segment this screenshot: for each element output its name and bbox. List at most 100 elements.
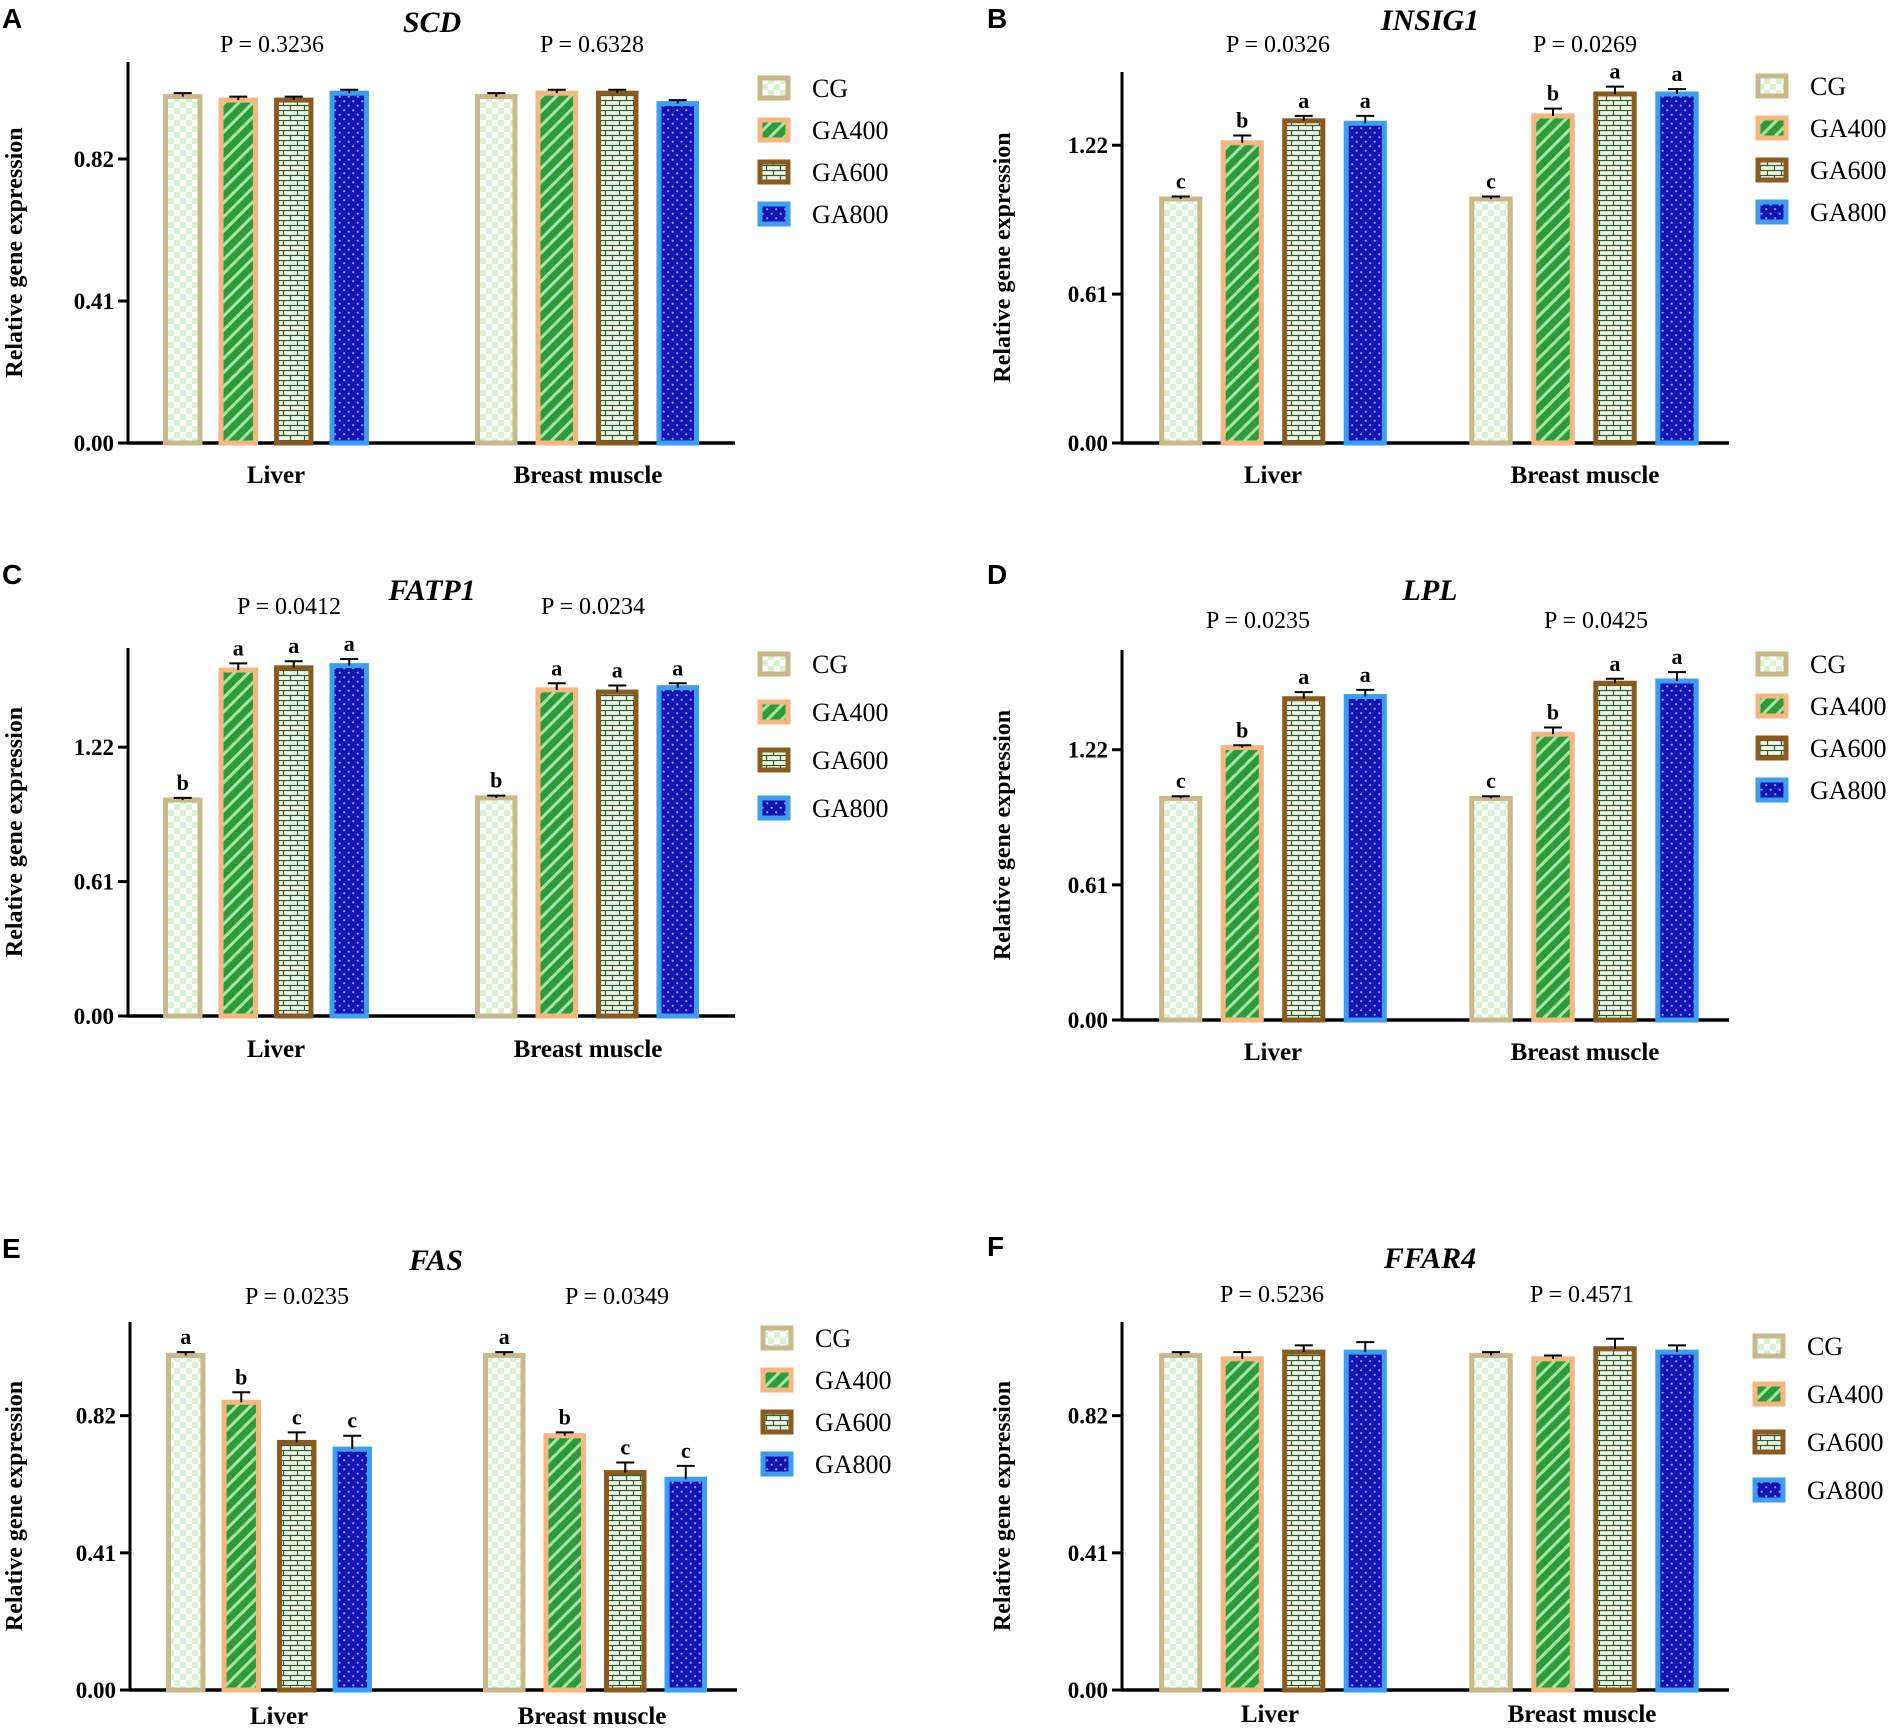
legend-label-ga800: GA800 bbox=[812, 200, 889, 229]
significance-letter: b bbox=[1547, 700, 1559, 725]
p-value-label: P = 0.0235 bbox=[1206, 608, 1310, 634]
x-category-label: Breast muscle bbox=[1508, 1701, 1657, 1728]
legend-label-cg: CG bbox=[1810, 72, 1846, 101]
y-tick-label: 0.82 bbox=[1068, 1404, 1108, 1429]
significance-letter: c bbox=[292, 1404, 302, 1429]
legend-swatch-cg bbox=[760, 1325, 794, 1351]
chart-panel-f: F FFAR4 P = 0.5236 P = 0.4571 Relative gene … bbox=[987, 1231, 1884, 1728]
y-tick-label: 0.41 bbox=[76, 1541, 116, 1566]
y-tick-label: 0.82 bbox=[76, 1404, 116, 1429]
panel-letter: B bbox=[987, 3, 1007, 34]
y-tick-label: 0.00 bbox=[74, 431, 114, 456]
significance-letter: a bbox=[288, 633, 299, 658]
legend-label-ga600: GA600 bbox=[815, 1408, 892, 1437]
panel-letter: A bbox=[2, 3, 22, 34]
legend-swatch-cg bbox=[1755, 73, 1789, 99]
bar-ga800-breast-muscle bbox=[656, 101, 700, 446]
bar-ga600-breast-muscle bbox=[603, 1470, 647, 1693]
panel-letter: D bbox=[987, 559, 1007, 590]
legend-label-ga600: GA600 bbox=[812, 158, 889, 187]
bar-cg-breast-muscle bbox=[474, 94, 518, 446]
x-category-label: Liver bbox=[1244, 462, 1302, 489]
legend-swatch-ga400 bbox=[1755, 115, 1789, 141]
significance-letter: a bbox=[180, 1324, 191, 1349]
legend-swatch-ga600 bbox=[1752, 1429, 1786, 1455]
bar-ga600-liver bbox=[274, 665, 314, 1019]
significance-letter: a bbox=[233, 635, 244, 660]
bar-ga400-liver bbox=[218, 667, 258, 1019]
legend-swatch-cg bbox=[757, 75, 791, 101]
bar-ga800-liver bbox=[329, 90, 369, 446]
chart-title: SCD bbox=[403, 6, 461, 39]
chart-title: FAS bbox=[408, 1244, 463, 1277]
p-value-label: P = 0.0412 bbox=[237, 594, 341, 620]
significance-letter: a bbox=[1672, 644, 1683, 669]
y-tick-label: 0.00 bbox=[1068, 431, 1108, 456]
bar-ga600-breast-muscle bbox=[1593, 1346, 1637, 1693]
bar-ga400-liver bbox=[218, 97, 258, 446]
panel-letter: E bbox=[2, 1233, 21, 1264]
bar-cg-liver bbox=[1159, 196, 1203, 446]
bar-ga400-breast-muscle bbox=[1531, 113, 1575, 446]
legend-label-ga800: GA800 bbox=[1810, 776, 1887, 805]
y-tick-label: 0.41 bbox=[74, 289, 114, 314]
legend-label-ga600: GA600 bbox=[812, 746, 889, 775]
legend-label-cg: CG bbox=[812, 74, 848, 103]
legend-swatch-cg bbox=[1752, 1333, 1786, 1359]
bar-ga400-breast-muscle bbox=[1531, 1356, 1575, 1693]
significance-letter: a bbox=[499, 1324, 510, 1349]
legend-label-ga400: GA400 bbox=[1810, 114, 1887, 143]
bar-ga800-liver bbox=[329, 663, 369, 1019]
chart-title: FFAR4 bbox=[1383, 1242, 1476, 1275]
significance-letter: a bbox=[1360, 662, 1371, 687]
p-value-label: P = 0.0235 bbox=[245, 1284, 349, 1310]
y-tick-label: 0.82 bbox=[74, 147, 114, 172]
bar-ga400-liver bbox=[221, 1399, 261, 1693]
bar-ga600-breast-muscle bbox=[595, 90, 639, 446]
legend-swatch-cg bbox=[757, 651, 791, 677]
legend-label-ga800: GA800 bbox=[815, 1450, 892, 1479]
legend-label-ga400: GA400 bbox=[1810, 692, 1887, 721]
bar-ga800-breast-muscle bbox=[656, 685, 700, 1019]
legend-swatch-ga400 bbox=[760, 1367, 794, 1393]
x-category-label: Breast muscle bbox=[1511, 462, 1660, 489]
legend-label-ga400: GA400 bbox=[812, 698, 889, 727]
significance-letter: c bbox=[1486, 768, 1496, 793]
legend-swatch-ga400 bbox=[1755, 693, 1789, 719]
chart-panel-d: D LPL P = 0.0235 P = 0.0425 Relative gene ex… bbox=[987, 559, 1887, 1066]
p-value-label: P = 0.0234 bbox=[541, 594, 645, 620]
significance-letter: a bbox=[551, 655, 562, 680]
significance-letter: b bbox=[235, 1364, 247, 1389]
x-category-label: Breast muscle bbox=[514, 1036, 663, 1063]
bar-cg-breast-muscle bbox=[1469, 795, 1513, 1023]
y-tick-label: 1.22 bbox=[1068, 133, 1108, 158]
legend-swatch-ga400 bbox=[757, 117, 791, 143]
bar-ga600-liver bbox=[1282, 1349, 1326, 1693]
legend-label-ga600: GA600 bbox=[1807, 1428, 1884, 1457]
bar-cg-liver bbox=[1159, 1352, 1203, 1693]
significance-letter: a bbox=[1672, 61, 1683, 86]
bar-ga800-liver bbox=[1343, 120, 1387, 446]
legend-swatch-ga800 bbox=[760, 1451, 794, 1477]
legend-swatch-ga600 bbox=[1755, 157, 1789, 183]
y-tick-label: 0.41 bbox=[1068, 1541, 1108, 1566]
y-tick-label: 0.00 bbox=[74, 1004, 114, 1029]
significance-letter: a bbox=[1360, 88, 1371, 113]
significance-letter: b bbox=[559, 1404, 571, 1429]
significance-letter: a bbox=[1298, 664, 1309, 689]
p-value-label: P = 0.4571 bbox=[1530, 1282, 1634, 1308]
bar-ga400-liver bbox=[1220, 744, 1264, 1023]
legend-swatch-ga600 bbox=[760, 1409, 794, 1435]
bar-ga400-liver bbox=[1220, 140, 1264, 446]
p-value-label: P = 0.5236 bbox=[1220, 1282, 1324, 1308]
panel-letter: F bbox=[987, 1231, 1004, 1262]
x-category-label: Liver bbox=[250, 1703, 308, 1730]
x-category-label: Liver bbox=[1241, 1701, 1299, 1728]
bar-ga400-breast-muscle bbox=[535, 687, 579, 1019]
y-axis-label: Relative gene expression bbox=[990, 1381, 1016, 1631]
y-axis-label: Relative gene expression bbox=[2, 127, 28, 377]
bar-cg-breast-muscle bbox=[482, 1352, 526, 1693]
bar-ga400-breast-muscle bbox=[1531, 731, 1575, 1023]
significance-letter: b bbox=[1547, 81, 1559, 106]
